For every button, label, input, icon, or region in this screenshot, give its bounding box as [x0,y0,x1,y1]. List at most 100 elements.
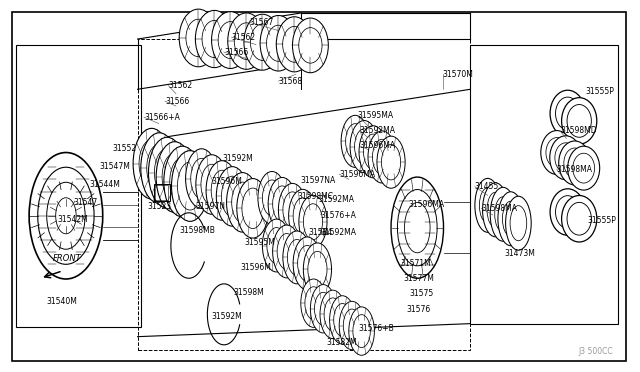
Text: 31540M: 31540M [46,297,77,306]
Ellipse shape [228,13,265,69]
Text: 31582M: 31582M [326,339,357,347]
Text: 31542M: 31542M [58,215,88,224]
Text: 31562: 31562 [232,33,256,42]
Ellipse shape [303,243,332,296]
Ellipse shape [292,18,328,73]
Text: 31592MA: 31592MA [360,126,396,135]
Ellipse shape [377,136,405,188]
Ellipse shape [339,301,365,350]
Text: 31597NA: 31597NA [301,176,336,185]
Ellipse shape [568,146,600,190]
Text: 31555P: 31555P [586,87,614,96]
Text: 31576+A: 31576+A [320,211,356,219]
Ellipse shape [172,151,209,221]
Text: 31592M: 31592M [211,312,242,321]
Text: 31598M: 31598M [234,288,264,297]
Ellipse shape [301,279,326,327]
Ellipse shape [206,161,238,220]
Text: 31455: 31455 [475,182,499,191]
Ellipse shape [330,296,355,344]
Text: 31576: 31576 [406,305,431,314]
Bar [470,45,618,324]
Text: 31566: 31566 [224,48,248,57]
Text: 31595M: 31595M [244,238,275,247]
Ellipse shape [368,131,396,183]
Text: 31555P: 31555P [588,216,616,225]
Ellipse shape [29,153,102,279]
Text: 31577M: 31577M [403,274,434,283]
Ellipse shape [273,225,301,278]
Text: 31592M: 31592M [222,154,253,163]
Text: 31562: 31562 [168,81,193,90]
Ellipse shape [164,146,201,217]
Text: 31596M: 31596M [211,177,242,186]
Ellipse shape [475,179,500,232]
Text: 31571M: 31571M [400,259,431,268]
Bar [138,39,470,350]
Ellipse shape [156,142,193,212]
Ellipse shape [320,290,346,339]
Text: FRONT: FRONT [52,254,81,263]
Text: 31596MA: 31596MA [360,141,396,150]
Text: 31523: 31523 [147,202,172,211]
Text: 31598MA: 31598MA [481,204,517,213]
Ellipse shape [196,155,228,214]
Text: 31576+B: 31576+B [358,324,394,333]
Text: 31596MA: 31596MA [339,170,375,179]
Ellipse shape [262,219,291,272]
Text: J3 500CC: J3 500CC [579,347,613,356]
Ellipse shape [260,16,297,71]
Text: 31567: 31567 [250,18,274,27]
Ellipse shape [186,149,218,208]
Text: 31552: 31552 [112,144,136,153]
Text: 31584: 31584 [308,228,333,237]
Ellipse shape [179,9,218,67]
Text: 31568: 31568 [278,77,303,86]
Text: 31592MA: 31592MA [319,195,355,203]
Text: 31547M: 31547M [99,162,130,171]
Text: 31547: 31547 [74,198,98,207]
Ellipse shape [258,171,286,224]
Ellipse shape [498,192,524,246]
Ellipse shape [310,285,336,333]
Ellipse shape [341,115,369,167]
Ellipse shape [550,90,586,137]
Text: 31598MA: 31598MA [557,165,593,174]
Text: 31598MB: 31598MB [179,226,215,235]
Ellipse shape [562,195,597,242]
Text: 31592MA: 31592MA [320,228,356,237]
Text: 31598MC: 31598MC [298,192,333,201]
Bar [154,184,170,201]
Ellipse shape [283,231,311,284]
Text: 31596MA: 31596MA [408,200,444,209]
Ellipse shape [141,133,178,203]
Ellipse shape [195,10,234,68]
Bar [155,185,168,200]
Text: 31473M: 31473M [504,249,535,258]
Text: 31597N: 31597N [195,202,225,211]
Ellipse shape [506,196,531,250]
Ellipse shape [148,137,186,208]
Text: 31570M: 31570M [443,70,474,79]
Text: 31575: 31575 [410,289,434,298]
Text: 31595MA: 31595MA [357,111,393,120]
Ellipse shape [350,121,378,173]
Ellipse shape [244,14,281,70]
Ellipse shape [216,167,248,226]
Ellipse shape [550,189,586,235]
Ellipse shape [359,126,387,178]
Ellipse shape [227,173,259,232]
Ellipse shape [268,177,296,230]
Ellipse shape [276,17,312,72]
Ellipse shape [483,183,508,237]
Ellipse shape [133,128,170,199]
Ellipse shape [212,12,249,68]
Ellipse shape [559,141,591,185]
Bar [16,45,141,327]
Ellipse shape [541,131,573,174]
Ellipse shape [278,183,307,236]
Ellipse shape [349,307,374,355]
Ellipse shape [550,136,582,180]
Ellipse shape [562,98,597,144]
Text: 31566: 31566 [165,97,189,106]
